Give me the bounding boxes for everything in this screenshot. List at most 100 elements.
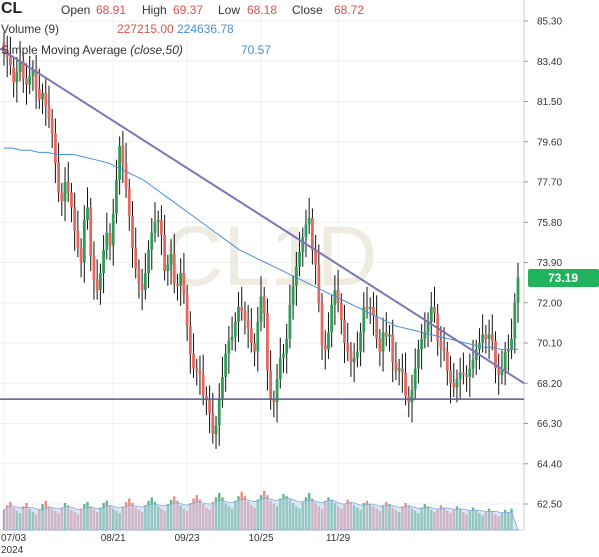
candle: [513, 293, 517, 354]
candle: [217, 383, 221, 446]
candle-body: [143, 273, 147, 291]
candle: [54, 118, 57, 184]
candle-body: [465, 374, 468, 377]
candle: [127, 178, 131, 231]
candle-body: [298, 251, 301, 267]
candle: [391, 319, 395, 383]
candle: [375, 295, 379, 349]
y-tick-label: 83.40: [537, 57, 562, 68]
candle-body: [506, 349, 510, 352]
candle: [163, 214, 167, 281]
candle-body: [388, 334, 391, 337]
candle-body: [468, 368, 472, 377]
candle: [185, 284, 189, 341]
candle-body: [127, 188, 131, 216]
candle: [481, 314, 485, 353]
candle-body: [282, 353, 285, 358]
close-value: 68.72: [334, 3, 365, 17]
candle: [394, 341, 398, 381]
candle: [15, 57, 19, 103]
candle: [66, 161, 70, 203]
candle: [208, 385, 211, 434]
candle: [266, 298, 269, 391]
candle: [92, 241, 96, 300]
candle: [404, 352, 407, 406]
candle-body: [185, 294, 189, 327]
candle-body: [449, 370, 452, 384]
candle-body: [131, 215, 134, 248]
candle: [320, 293, 324, 360]
candle-body: [227, 340, 231, 354]
candle: [150, 218, 154, 270]
sma-label: Simple Moving Average (close,50): [1, 43, 183, 57]
candle-body: [278, 357, 282, 380]
candle: [426, 312, 430, 348]
candle: [121, 131, 125, 184]
candle: [397, 358, 401, 386]
candle-body: [481, 334, 485, 343]
candle: [240, 286, 244, 321]
candle: [233, 312, 237, 352]
candle-body: [221, 376, 224, 399]
y-tick-label: 77.70: [537, 178, 562, 189]
candle-body: [192, 353, 195, 369]
candle: [506, 334, 510, 372]
candle: [272, 390, 276, 418]
candle: [503, 341, 507, 386]
descending-trendline[interactable]: [0, 47, 525, 385]
candle-body: [330, 304, 334, 333]
candle-body: [333, 290, 337, 305]
candle-body: [487, 334, 491, 339]
candle-body: [233, 321, 237, 337]
candle-body: [240, 306, 244, 312]
candle-body: [288, 304, 292, 339]
y-tick-label: 81.50: [537, 97, 562, 108]
candle: [195, 358, 199, 386]
candle: [221, 356, 224, 408]
candle-body: [404, 372, 407, 396]
candle-body: [137, 268, 141, 284]
candle-body: [105, 232, 109, 250]
candle: [349, 341, 353, 377]
candle-body: [307, 218, 311, 225]
candle-body: [57, 162, 61, 193]
y-tick-label: 64.40: [537, 459, 562, 470]
watermark: CL1D: [163, 209, 378, 303]
candle-body: [291, 285, 295, 305]
candle: [57, 142, 61, 203]
candle-body: [323, 345, 327, 350]
candle: [307, 197, 311, 234]
candle-body: [204, 395, 208, 401]
candle: [333, 275, 337, 325]
candle: [500, 350, 504, 385]
candle: [487, 319, 491, 359]
candle-body: [86, 207, 89, 221]
candle: [160, 205, 163, 256]
candle: [372, 292, 375, 336]
candle-body: [172, 254, 176, 284]
close-label: Close: [292, 3, 323, 17]
candle-body: [346, 343, 350, 352]
candle: [108, 223, 112, 261]
candle-body: [182, 273, 186, 295]
candle-body: [253, 343, 256, 352]
candle-body: [147, 249, 150, 274]
candle-body: [442, 347, 446, 352]
open-label: Open: [61, 3, 91, 17]
candle-body: [156, 220, 160, 223]
candle: [346, 322, 350, 362]
candle: [137, 259, 141, 299]
candle-body: [461, 372, 465, 375]
candle-body: [198, 370, 202, 375]
candle-body: [362, 306, 366, 333]
candle-body: [163, 234, 167, 271]
candle: [102, 234, 105, 294]
candle: [86, 187, 89, 230]
candle-body: [246, 319, 250, 329]
candle: [304, 209, 308, 258]
candle: [134, 227, 138, 279]
candle: [179, 258, 183, 306]
candle: [311, 208, 314, 265]
